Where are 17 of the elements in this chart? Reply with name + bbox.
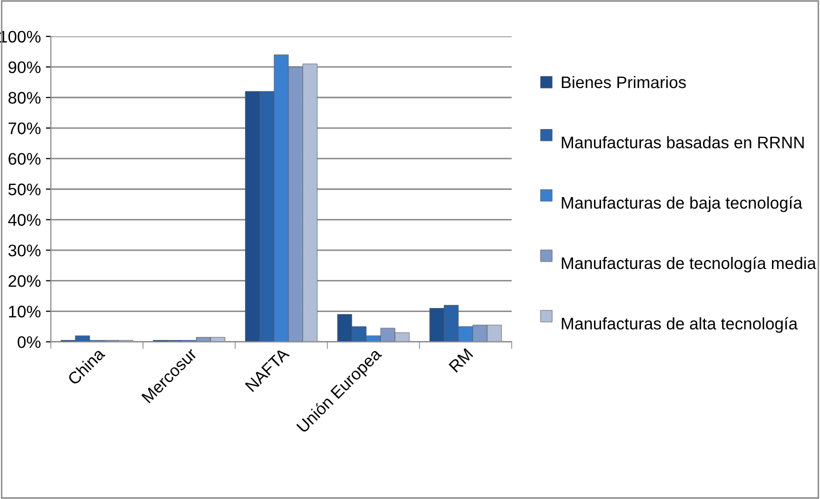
legend-label: Manufacturas de baja tecnología [562, 196, 802, 212]
y-tick-label: 100% [0, 30, 41, 43]
y-tick-label: 40% [8, 214, 41, 226]
y-tick-label: 60% [8, 152, 41, 165]
legend-label: Manufacturas de alta tecnología [562, 317, 798, 333]
y-tick-label: 80% [8, 92, 41, 104]
legend-label: Bienes Primarios [562, 76, 686, 88]
x-tick-label: RM [448, 348, 474, 373]
y-tick-label: 10% [9, 306, 41, 318]
y-tick-label: 20% [8, 275, 41, 287]
y-tick-label: 50% [8, 184, 41, 196]
legend-label: Manufacturas basadas en RRNN [562, 136, 804, 148]
y-tick-label: 30% [8, 244, 41, 256]
y-tick-label: 0% [18, 336, 41, 348]
y-tick-label: 70% [8, 122, 41, 134]
legend-label: Manufacturas de tecnología media [562, 256, 816, 272]
y-tick-label: 90% [8, 61, 41, 74]
